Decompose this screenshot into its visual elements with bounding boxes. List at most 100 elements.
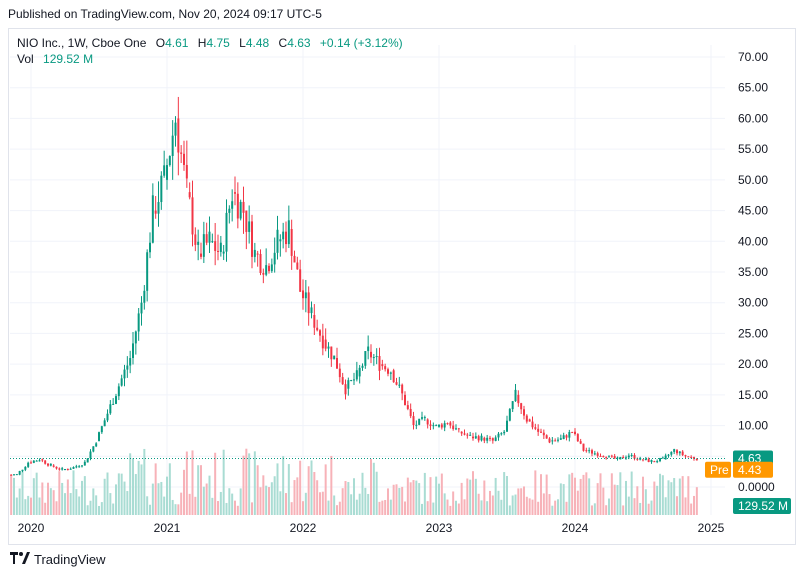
candle-body	[166, 165, 168, 180]
candle-body	[265, 265, 268, 275]
candle-body	[120, 378, 123, 386]
candle-body	[302, 290, 304, 299]
volume-bar	[432, 502, 435, 515]
candle-body	[285, 231, 287, 245]
volume-bar	[95, 495, 98, 515]
volume-bar	[693, 495, 695, 515]
volume-bar	[656, 485, 659, 515]
candle-body	[222, 251, 225, 254]
candle-body	[327, 346, 330, 349]
x-tick-label: 2024	[562, 521, 589, 535]
candle-body	[627, 455, 630, 458]
volume-bar	[559, 483, 562, 515]
candle-body	[217, 250, 219, 252]
volume-bar	[506, 476, 508, 515]
candle-body	[421, 417, 423, 419]
y-tick-label: 45.00	[738, 204, 768, 218]
volume-bar	[593, 503, 596, 515]
candle-body	[180, 152, 183, 154]
candle-body	[205, 234, 208, 243]
volume-bar	[418, 483, 421, 515]
candle-body	[316, 327, 319, 331]
volume-bar	[582, 474, 585, 515]
volume-bar	[188, 493, 191, 515]
volume-bar	[290, 502, 293, 515]
candle-body	[625, 457, 627, 459]
volume-bar	[245, 448, 248, 515]
candle-body	[457, 428, 460, 430]
candle-body	[508, 409, 511, 421]
volume-bar	[687, 476, 690, 515]
symbol-legend: NIO Inc., 1W, Cboe One O4.61 H4.75 L4.48…	[17, 35, 403, 67]
volume-bar	[557, 499, 559, 515]
candle-body	[463, 433, 466, 435]
volume-bar	[449, 505, 452, 515]
candle-body	[664, 455, 667, 460]
candle-body	[197, 241, 200, 245]
volume-bar	[299, 460, 302, 515]
volume-bar	[151, 483, 154, 515]
volume-bar	[639, 502, 642, 515]
candle-body	[557, 439, 559, 441]
volume-bar	[647, 503, 650, 515]
volume-bar	[154, 463, 157, 515]
candle-body	[423, 417, 426, 419]
candle-body	[426, 419, 429, 425]
volume-bar	[415, 480, 418, 515]
candle-body	[588, 450, 591, 452]
volume-bar	[477, 493, 480, 515]
y-axis: 70.00 65.00 60.00 55.00 50.00 45.00 40.00 35.00…	[738, 50, 775, 494]
candle-body	[381, 364, 384, 367]
candle-body	[293, 255, 296, 263]
volume-bar	[66, 479, 69, 515]
candle-body	[219, 242, 222, 252]
candle-body	[474, 436, 477, 439]
close-value: 4.63	[287, 36, 311, 50]
candle-body	[324, 339, 327, 349]
volume-bar	[248, 453, 251, 515]
candle-body	[30, 462, 32, 464]
candle-body	[406, 405, 409, 409]
candle-body	[160, 175, 163, 203]
candle-body	[47, 463, 49, 466]
volume-bar	[630, 471, 633, 515]
candle-body	[256, 253, 259, 255]
volume-bar	[517, 488, 520, 515]
volume-bar	[24, 499, 27, 515]
volume-bar	[231, 493, 234, 515]
volume-badge: 129.52 M	[738, 499, 788, 513]
candle-body	[636, 458, 639, 460]
low-label: L	[239, 36, 246, 50]
volume-bar	[21, 471, 24, 515]
volume-bar	[115, 484, 117, 515]
candle-body	[602, 455, 605, 458]
candle-body	[503, 431, 506, 434]
volume-bar	[75, 489, 78, 515]
volume-bar	[211, 497, 214, 515]
candle-body	[616, 457, 619, 459]
candle-body	[500, 433, 503, 435]
volume-bar	[140, 464, 143, 515]
candle-body	[619, 456, 622, 460]
volume-bar	[256, 465, 259, 515]
volume-bar	[15, 497, 18, 515]
footer-brand[interactable]: TradingView	[10, 552, 106, 567]
volume-bar	[585, 472, 588, 515]
volume-bar	[678, 478, 681, 515]
candle-body	[605, 457, 608, 459]
candle-body	[168, 156, 171, 166]
volume-bar	[426, 501, 429, 515]
candle-body	[242, 201, 245, 213]
candle-body	[429, 424, 432, 427]
x-tick-label: 2021	[154, 521, 181, 535]
volume-bar	[282, 456, 285, 515]
candle-body	[259, 253, 262, 273]
volume-bar	[61, 482, 64, 515]
candle-body	[537, 428, 540, 432]
volume-bar	[387, 488, 389, 515]
volume-bar	[293, 480, 296, 515]
volume-bar	[132, 458, 134, 515]
x-tick-label: 2023	[426, 521, 453, 535]
volume-bar	[166, 476, 168, 515]
